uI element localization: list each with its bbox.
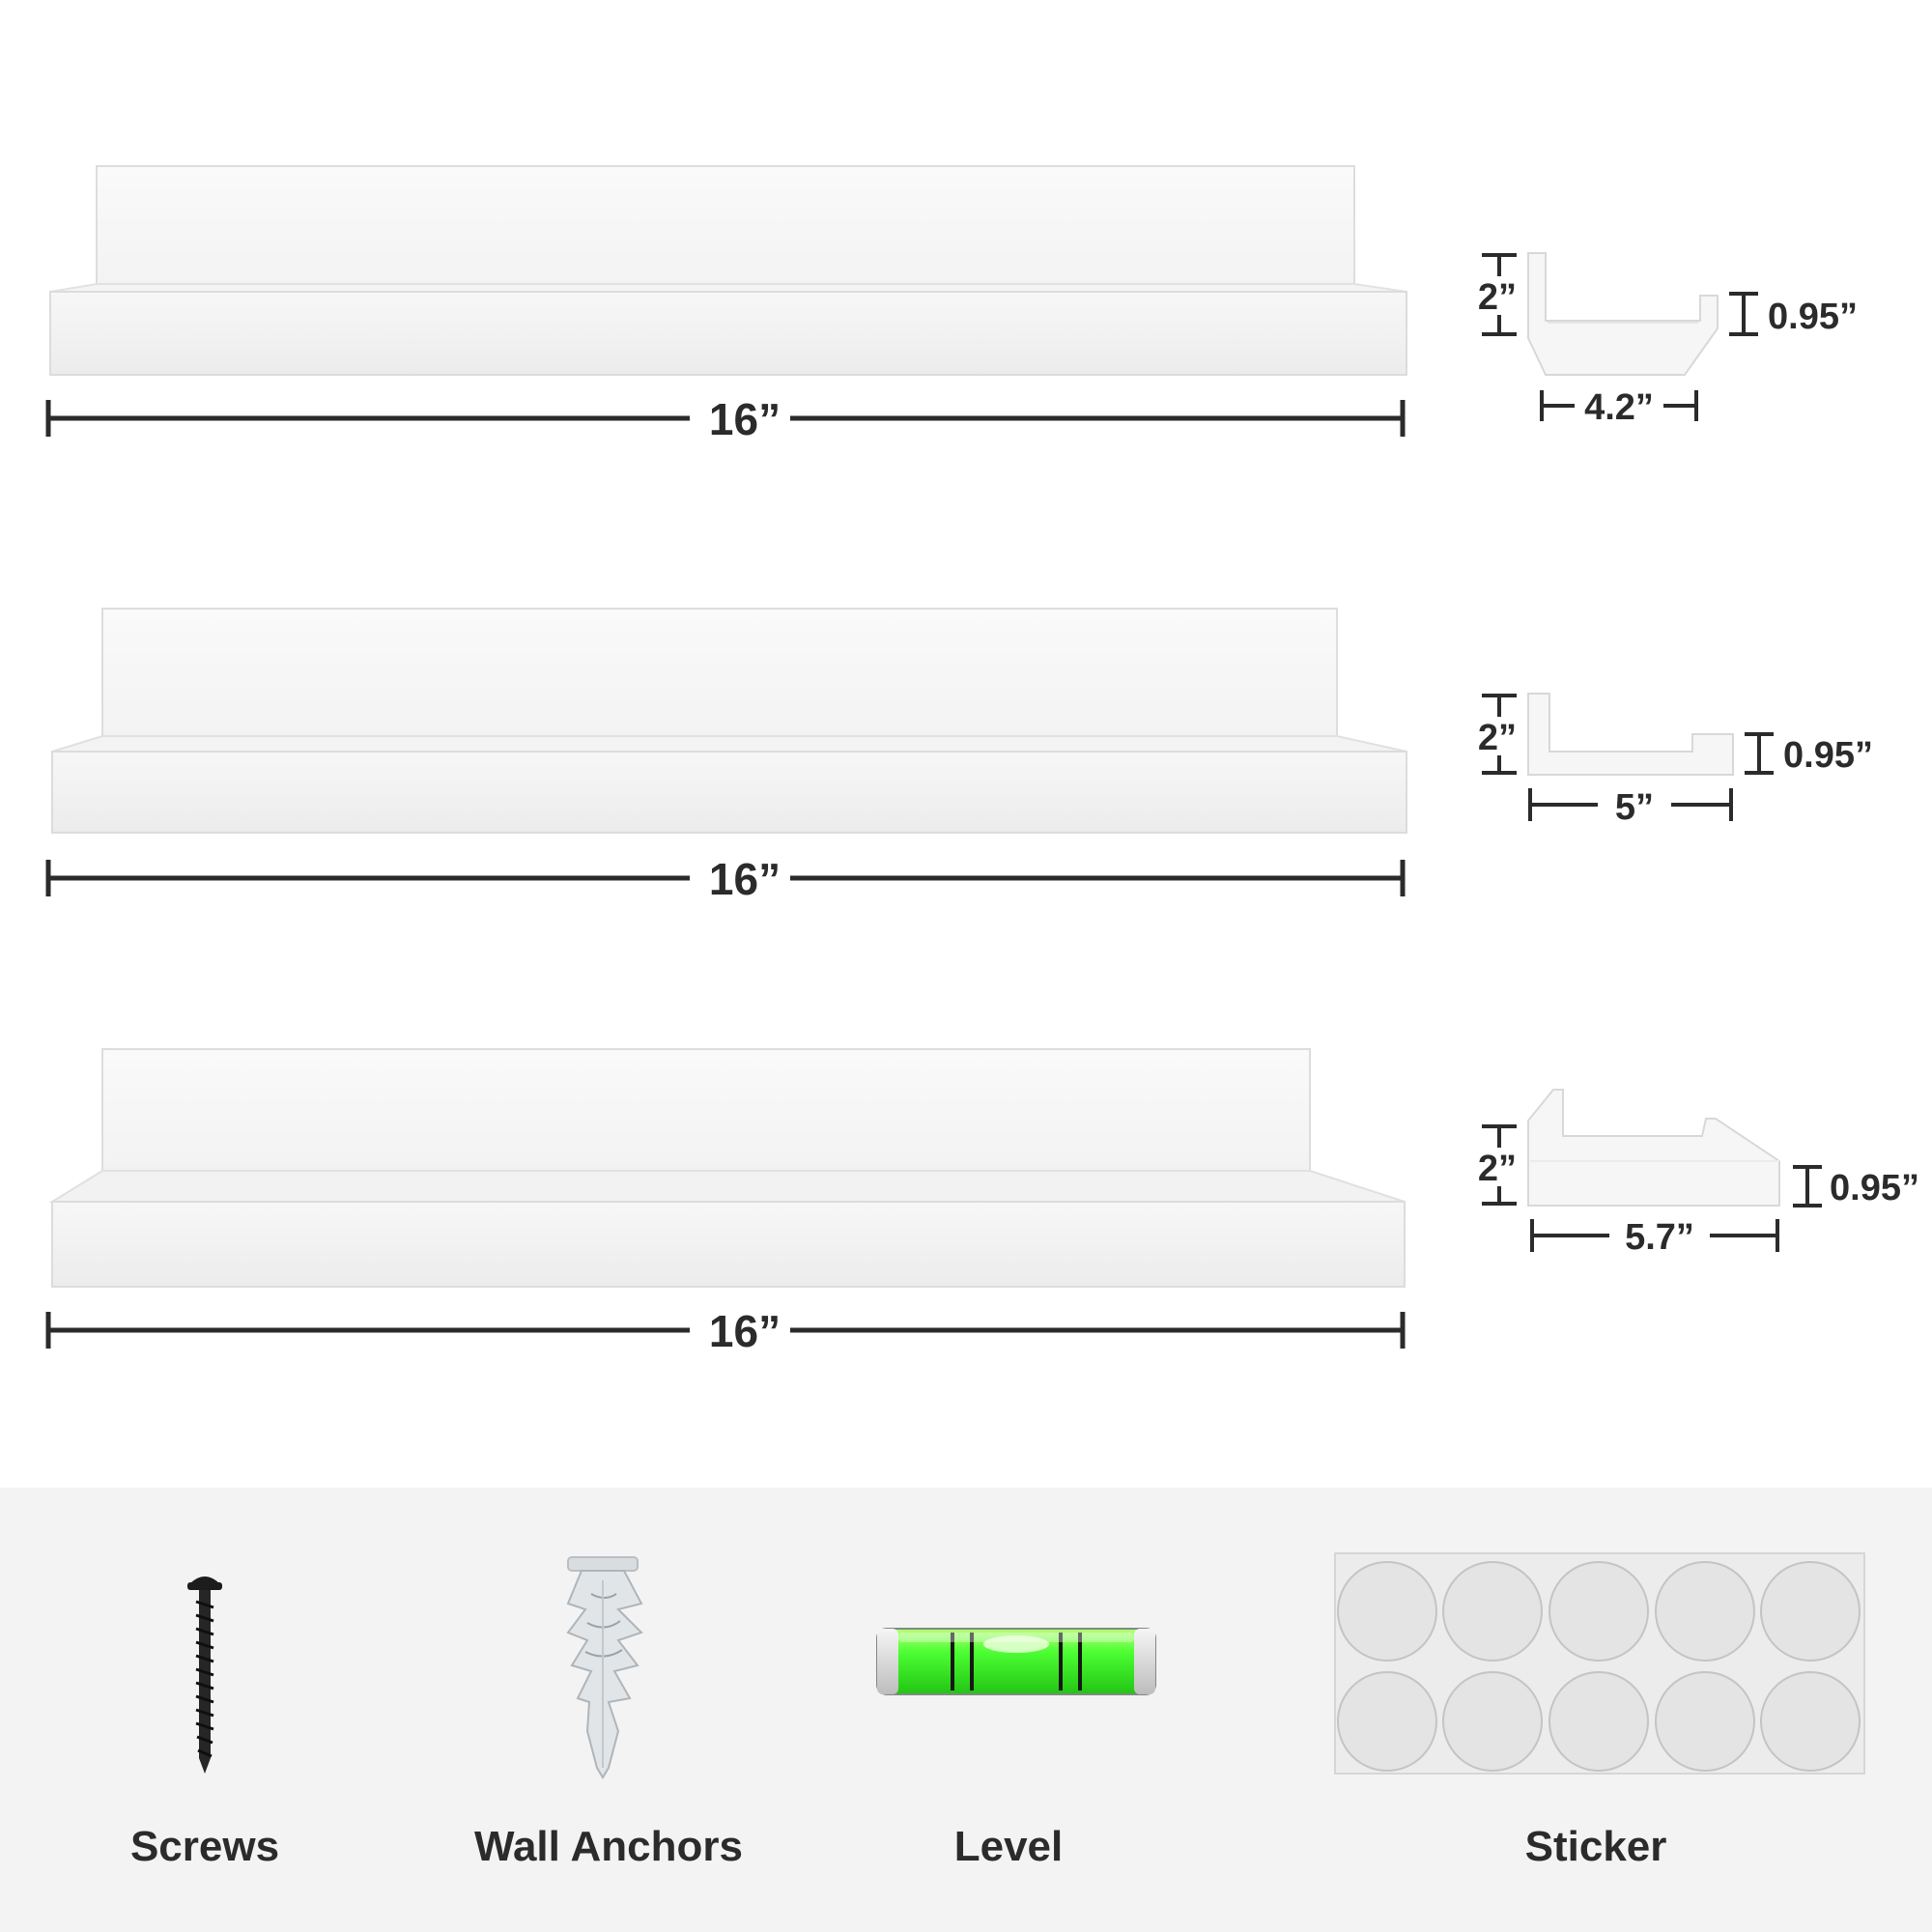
shelf-back-panel [101, 608, 1338, 745]
shelf-back-panel [96, 165, 1355, 297]
shelf-3-length-dimension: 16” [45, 1306, 1406, 1356]
accessory-label-level: Level [953, 1823, 1064, 1870]
shelf-height-label: 2” [1478, 277, 1517, 318]
shelf-3-profile: 2” 0.95” 5.7” [1474, 1089, 1919, 1258]
shelf-length-label: 16” [709, 1306, 781, 1356]
shelf-height-label: 2” [1478, 1149, 1517, 1189]
shelf-depth-label: 4.2” [1584, 387, 1654, 428]
accessories-illustrations [187, 1552, 1865, 1779]
shelf-depth-label: 5” [1615, 787, 1654, 828]
shelf-length-label: 16” [709, 394, 781, 444]
shelf-top-surface [49, 283, 1407, 293]
shelf-2-profile: 2” 0.95” 5” [1474, 693, 1873, 828]
shelf-profile-shape [1527, 1089, 1780, 1207]
shelf-lip-label: 0.95” [1768, 297, 1858, 337]
shelf-lip-label: 0.95” [1830, 1168, 1919, 1208]
shelf-top-surface [48, 1170, 1406, 1203]
sticker-sheet-icon [1334, 1552, 1865, 1775]
shelf-3 [48, 1048, 1406, 1288]
shelf-1-length-dimension: 16” [45, 394, 1406, 444]
shelf-1 [49, 165, 1407, 376]
shelf-back-panel [101, 1048, 1311, 1174]
accessories-panel [0, 1488, 1932, 1932]
shelf-top-surface [51, 735, 1407, 753]
shelf-front-lip [51, 751, 1407, 834]
shelf-2-length-dimension: 16” [45, 854, 1406, 904]
wall-anchor-icon [566, 1556, 643, 1779]
accessory-label-sticker: Sticker [1524, 1823, 1667, 1870]
bubble-level-icon [876, 1628, 1156, 1695]
shelf-depth-label: 5.7” [1625, 1217, 1694, 1258]
shelf-length-label: 16” [709, 854, 781, 904]
shelf-height-label: 2” [1478, 718, 1517, 758]
accessory-label-wall-anchors: Wall Anchors [474, 1823, 743, 1870]
shelf-1-profile: 2” 0.95” 4.2” [1474, 252, 1858, 428]
shelf-profile-shape [1527, 693, 1734, 776]
screw-icon [187, 1577, 222, 1774]
shelf-2 [51, 608, 1407, 834]
shelf-profile-shape [1527, 252, 1719, 376]
shelf-lip-label: 0.95” [1783, 735, 1873, 776]
shelf-front-lip [51, 1201, 1406, 1288]
accessory-label-screws: Screws [129, 1823, 280, 1870]
shelf-front-lip [49, 291, 1407, 376]
